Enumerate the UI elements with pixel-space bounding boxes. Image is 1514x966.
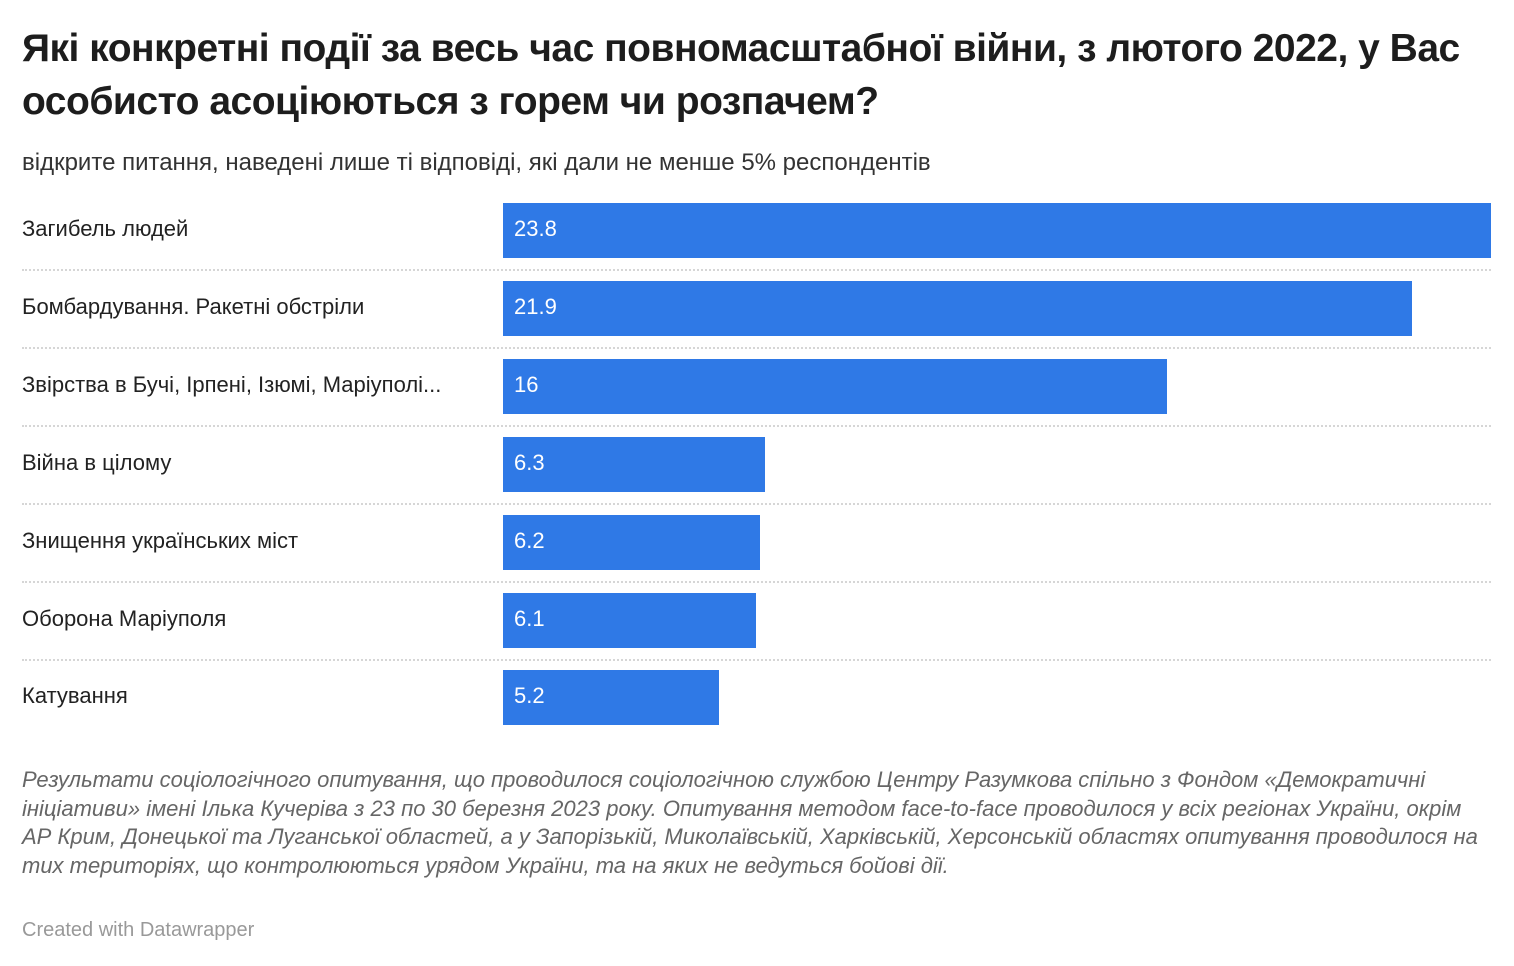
value-label: 6.2 xyxy=(514,527,545,553)
value-label: 23.8 xyxy=(514,216,557,241)
row-separator xyxy=(22,346,1491,349)
row-separator xyxy=(22,269,1491,271)
chart-subtitle: відкрите питання, наведені лише ті відпо… xyxy=(22,149,931,176)
category-label: Бомбардування. Ракетні обстріли xyxy=(22,293,365,319)
category-label: Війна в цілому xyxy=(22,449,172,475)
bar xyxy=(503,358,1168,414)
value-label: 16 xyxy=(514,371,539,397)
category-label: Знищення українських міст xyxy=(22,527,299,553)
bar xyxy=(503,203,1491,258)
category-label: Звірства в Бучі, Ірпені, Ізюмі, Маріупол… xyxy=(22,371,442,397)
chart-title: Які конкретні події за весь час повномас… xyxy=(22,27,1460,123)
row-separator xyxy=(22,424,1491,427)
value-label: 5.2 xyxy=(514,683,545,709)
bar xyxy=(503,436,765,492)
row-separator xyxy=(22,580,1491,583)
value-label: 21.9 xyxy=(514,293,557,319)
value-label: 6.3 xyxy=(514,449,545,475)
row-separator xyxy=(22,658,1491,661)
bar xyxy=(503,514,761,570)
row-separator xyxy=(22,502,1491,505)
category-label: Оборона Маріуполя xyxy=(22,605,227,631)
credit-link[interactable]: Created with Datawrapper xyxy=(22,919,255,941)
category-label: Катування xyxy=(22,683,128,709)
category-label: Загибель людей xyxy=(22,216,189,241)
chart-notes: Результати соціологічного опитування, що… xyxy=(22,767,1478,878)
bar xyxy=(503,670,719,726)
bar xyxy=(503,592,757,648)
bar xyxy=(503,280,1413,336)
value-label: 6.1 xyxy=(514,605,545,631)
